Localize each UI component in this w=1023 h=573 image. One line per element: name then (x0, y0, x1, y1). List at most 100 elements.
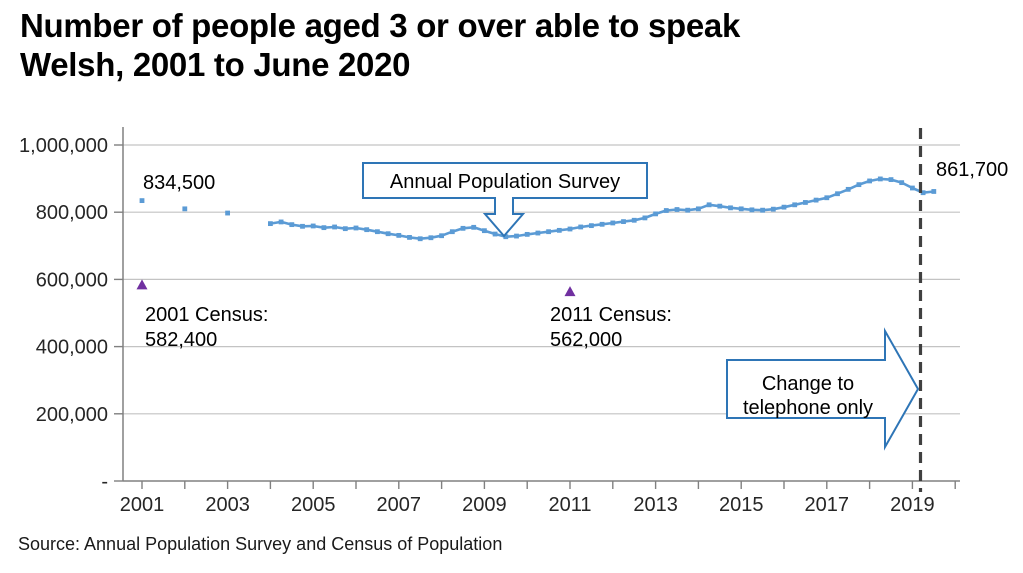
x-axis-label: 2019 (890, 494, 935, 516)
aps-marker (514, 233, 519, 239)
y-axis-labels: - 200,000 400,000 600,000 800,000 1,000,000 (19, 135, 108, 493)
source-note: Source: Annual Population Survey and Cen… (18, 534, 503, 554)
aps-marker (803, 200, 808, 205)
y-axis-label: - (101, 471, 108, 493)
aps-marker (770, 206, 776, 212)
chart-title: Number of people aged 3 or over able to … (20, 6, 1005, 84)
x-axis-label: 2001 (120, 494, 165, 516)
aps-marker (888, 177, 894, 183)
x-axis-label: 2009 (462, 494, 507, 516)
aps-marker (856, 182, 862, 188)
aps-marker (706, 202, 712, 208)
aps-marker (375, 229, 380, 235)
y-axis-label: 600,000 (36, 269, 108, 291)
aps-marker (353, 225, 359, 231)
y-axis-label: 1,000,000 (19, 135, 108, 157)
x-axis-label: 2015 (719, 494, 764, 516)
aps-marker (899, 180, 905, 186)
aps-marker (781, 204, 787, 210)
aps-marker (589, 223, 594, 229)
x-axis-labels: 2001 2003 2005 2007 2009 2011 2013 2015 2017 2019 (120, 494, 935, 516)
aps-marker (792, 202, 798, 208)
chart-title-line2: Welsh, 2001 to June 2020 (20, 46, 411, 83)
chart-title-line1: Number of people aged 3 or over able to … (20, 7, 741, 44)
aps-marker (310, 223, 316, 229)
data-series (136, 176, 937, 297)
aps-marker (674, 207, 680, 212)
aps-marker (578, 224, 584, 230)
aps-marker (642, 215, 648, 221)
aps-marker (696, 206, 701, 212)
aps-marker (845, 186, 851, 192)
aps-marker (300, 223, 305, 229)
aps-marker (503, 234, 509, 240)
aps-marker (268, 221, 273, 227)
aps-marker (417, 236, 423, 242)
x-axis-label: 2011 (548, 494, 591, 516)
aps-marker (920, 190, 926, 196)
telephone-change-label-line2: telephone only (743, 397, 873, 419)
aps-callout: Annual Population Survey (362, 162, 648, 238)
gridlines (123, 144, 960, 415)
y-axis-label: 800,000 (36, 202, 108, 224)
census-2001-label-line1: 2001 Census: (145, 304, 268, 326)
x-axis-label: 2003 (205, 494, 250, 516)
aps-marker (289, 222, 295, 228)
aps-marker (396, 232, 402, 238)
aps-marker (631, 217, 637, 223)
aps-marker (824, 195, 830, 201)
aps-marker (653, 211, 659, 217)
aps-marker (813, 197, 819, 203)
aps-marker (492, 231, 498, 237)
aps-marker (364, 227, 370, 233)
aps-marker (278, 219, 284, 225)
census-2011-label-line1: 2011 Census: (550, 304, 672, 326)
aps-marker (460, 225, 466, 231)
aps-marker (717, 203, 723, 209)
aps-marker (321, 225, 327, 231)
first-value-data-label: 834,500 (143, 172, 215, 194)
aps-marker (139, 198, 145, 204)
aps-marker (599, 221, 605, 227)
aps-marker (428, 235, 434, 241)
aps-callout-label: Annual Population Survey (390, 171, 620, 193)
aps-marker (407, 235, 412, 240)
aps-marker (439, 233, 445, 239)
telephone-change-arrow: Change to telephone only (726, 327, 920, 451)
aps-marker (663, 208, 669, 213)
aps-marker (449, 229, 455, 235)
aps-marker (471, 224, 477, 230)
axes (114, 127, 960, 489)
aps-marker (332, 224, 338, 230)
aps-marker (524, 231, 530, 237)
y-axis-label: 200,000 (36, 404, 108, 426)
telephone-change-arrow-shape (726, 327, 920, 451)
aps-marker (342, 226, 348, 232)
aps-marker (931, 189, 937, 194)
aps-callout-down-arrow (482, 197, 526, 238)
telephone-change-label-line1: Change to (762, 373, 854, 395)
x-axis-label: 2017 (805, 494, 850, 516)
census-marker (564, 286, 576, 297)
x-axis-label: 2005 (291, 494, 336, 516)
aps-marker (910, 185, 915, 191)
aps-marker (867, 178, 873, 184)
aps-marker (749, 207, 755, 213)
census-marker (136, 279, 148, 290)
aps-marker (685, 207, 691, 213)
aps-marker (567, 226, 573, 232)
census-2011-label-line2: 562,000 (550, 329, 622, 351)
aps-marker (760, 207, 766, 213)
aps-marker (835, 191, 840, 197)
y-axis-label: 400,000 (36, 337, 108, 359)
census-2001-label-line2: 582,400 (145, 329, 217, 351)
aps-marker (385, 231, 391, 237)
x-axis-label: 2013 (633, 494, 678, 516)
aps-marker (728, 205, 733, 211)
aps-marker (182, 206, 188, 212)
aps-marker (225, 210, 231, 216)
aps-marker (556, 227, 562, 233)
x-axis-label: 2007 (377, 494, 422, 516)
